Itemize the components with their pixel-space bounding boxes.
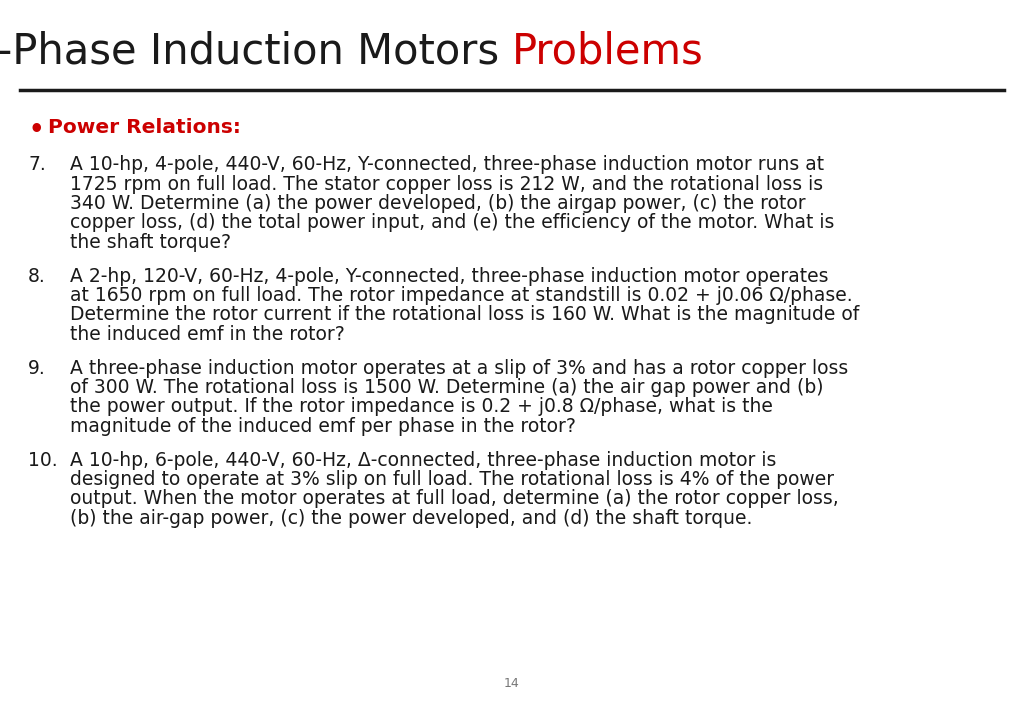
- Text: A 10-hp, 4-pole, 440-V, 60-Hz, Y-connected, three-phase induction motor runs at: A 10-hp, 4-pole, 440-V, 60-Hz, Y-connect…: [70, 155, 824, 174]
- Text: 10.: 10.: [28, 450, 57, 469]
- Text: at 1650 rpm on full load. The rotor impedance at standstill is 0.02 + j0.06 Ω/ph: at 1650 rpm on full load. The rotor impe…: [70, 286, 853, 305]
- Text: 8.: 8.: [28, 267, 46, 286]
- Text: A three-phase induction motor operates at a slip of 3% and has a rotor copper lo: A three-phase induction motor operates a…: [70, 359, 848, 377]
- Text: (b) the air-gap power, (c) the power developed, and (d) the shaft torque.: (b) the air-gap power, (c) the power dev…: [70, 509, 753, 528]
- Text: 7.: 7.: [28, 155, 46, 174]
- Text: copper loss, (d) the total power input, and (e) the efficiency of the motor. Wha: copper loss, (d) the total power input, …: [70, 213, 835, 233]
- Text: of 300 W. The rotational loss is 1500 W. Determine (a) the air gap power and (b): of 300 W. The rotational loss is 1500 W.…: [70, 378, 823, 397]
- Text: 14: 14: [504, 677, 520, 690]
- Text: 1725 rpm on full load. The stator copper loss is 212 W, and the rotational loss : 1725 rpm on full load. The stator copper…: [70, 174, 823, 194]
- Text: Determine the rotor current if the rotational loss is 160 W. What is the magnitu: Determine the rotor current if the rotat…: [70, 306, 859, 325]
- Text: the induced emf in the rotor?: the induced emf in the rotor?: [70, 325, 345, 344]
- Text: Three-Phase Induction Motors: Three-Phase Induction Motors: [0, 31, 512, 73]
- Text: •: •: [28, 118, 43, 142]
- Text: designed to operate at 3% slip on full load. The rotational loss is 4% of the po: designed to operate at 3% slip on full l…: [70, 470, 835, 489]
- Text: Problems: Problems: [512, 31, 703, 73]
- Text: Power Relations:: Power Relations:: [48, 118, 241, 137]
- Text: A 2-hp, 120-V, 60-Hz, 4-pole, Y-connected, three-phase induction motor operates: A 2-hp, 120-V, 60-Hz, 4-pole, Y-connecte…: [70, 267, 828, 286]
- Text: output. When the motor operates at full load, determine (a) the rotor copper los: output. When the motor operates at full …: [70, 489, 839, 508]
- Text: the shaft torque?: the shaft torque?: [70, 233, 231, 252]
- Text: 9.: 9.: [28, 359, 46, 377]
- Text: the power output. If the rotor impedance is 0.2 + j0.8 Ω/phase, what is the: the power output. If the rotor impedance…: [70, 398, 773, 416]
- Text: magnitude of the induced emf per phase in the rotor?: magnitude of the induced emf per phase i…: [70, 417, 575, 436]
- Text: 340 W. Determine (a) the power developed, (b) the airgap power, (c) the rotor: 340 W. Determine (a) the power developed…: [70, 194, 806, 213]
- Text: A 10-hp, 6-pole, 440-V, 60-Hz, Δ-connected, three-phase induction motor is: A 10-hp, 6-pole, 440-V, 60-Hz, Δ-connect…: [70, 450, 776, 469]
